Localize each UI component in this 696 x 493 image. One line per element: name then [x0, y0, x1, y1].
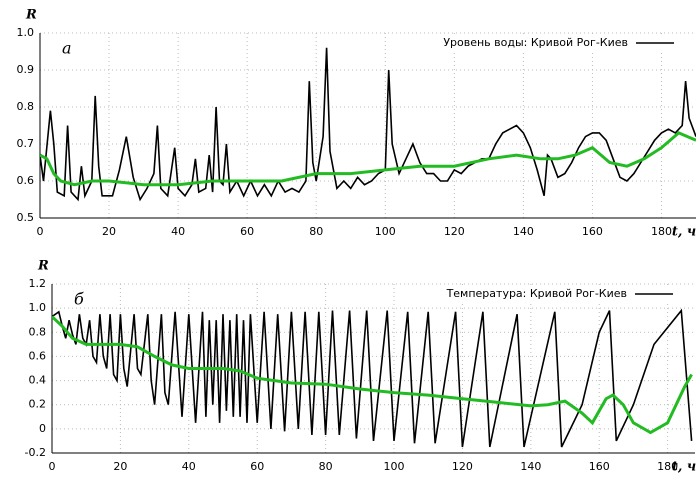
- y-tick-label: 0: [39, 422, 46, 435]
- legend-label: Уровень воды: Кривой Рог-Киев: [443, 36, 628, 49]
- x-tick-label: 80: [319, 460, 333, 473]
- y-tick-label: 0.4: [29, 374, 47, 387]
- annotation: б: [74, 290, 84, 309]
- legend-label: Температура: Кривой Рог-Киев: [446, 287, 627, 300]
- y-tick-label: 1.0: [29, 301, 47, 314]
- y-tick-label: 0.5: [17, 211, 35, 224]
- x-tick-label: 60: [240, 225, 254, 238]
- x-tick-label: 100: [384, 460, 405, 473]
- data-line: [40, 47, 696, 202]
- y-tick-label: 0.2: [29, 398, 47, 411]
- x-tick-label: 180: [657, 460, 678, 473]
- x-tick-label: 20: [113, 460, 127, 473]
- y-tick-label: -0.2: [25, 446, 46, 459]
- legend-bg: [408, 35, 678, 51]
- x-axis-label: t, ч: [672, 225, 696, 240]
- y-tick-label: 0.9: [17, 63, 35, 76]
- x-axis-label: t, ч: [672, 460, 696, 475]
- data-line: [52, 315, 693, 435]
- x-tick-label: 120: [444, 225, 465, 238]
- y-tick-label: 1.2: [29, 277, 47, 290]
- annotation: а: [62, 39, 72, 58]
- x-tick-label: 160: [589, 460, 610, 473]
- x-tick-label: 40: [182, 460, 196, 473]
- y-axis-label: R: [37, 259, 49, 274]
- x-tick-label: 140: [513, 225, 534, 238]
- y-tick-label: 0.6: [17, 174, 35, 187]
- y-tick-label: 0.8: [17, 100, 35, 113]
- x-tick-label: 120: [452, 460, 473, 473]
- data-line: [52, 308, 693, 448]
- x-tick-label: 60: [250, 460, 264, 473]
- x-tick-label: 0: [37, 225, 44, 238]
- x-tick-label: 180: [651, 225, 672, 238]
- legend-bg: [407, 286, 677, 302]
- y-tick-label: 1.0: [17, 26, 35, 39]
- x-tick-label: 100: [375, 225, 396, 238]
- y-axis-label: R: [25, 8, 37, 23]
- x-tick-label: 0: [49, 460, 56, 473]
- x-tick-label: 160: [582, 225, 603, 238]
- x-tick-label: 140: [520, 460, 541, 473]
- y-tick-label: 0.7: [17, 137, 35, 150]
- x-tick-label: 20: [102, 225, 116, 238]
- y-tick-label: 0.6: [29, 349, 47, 362]
- x-tick-label: 80: [309, 225, 323, 238]
- x-tick-label: 40: [171, 225, 185, 238]
- y-tick-label: 0.8: [29, 325, 47, 338]
- data-line: [40, 131, 696, 187]
